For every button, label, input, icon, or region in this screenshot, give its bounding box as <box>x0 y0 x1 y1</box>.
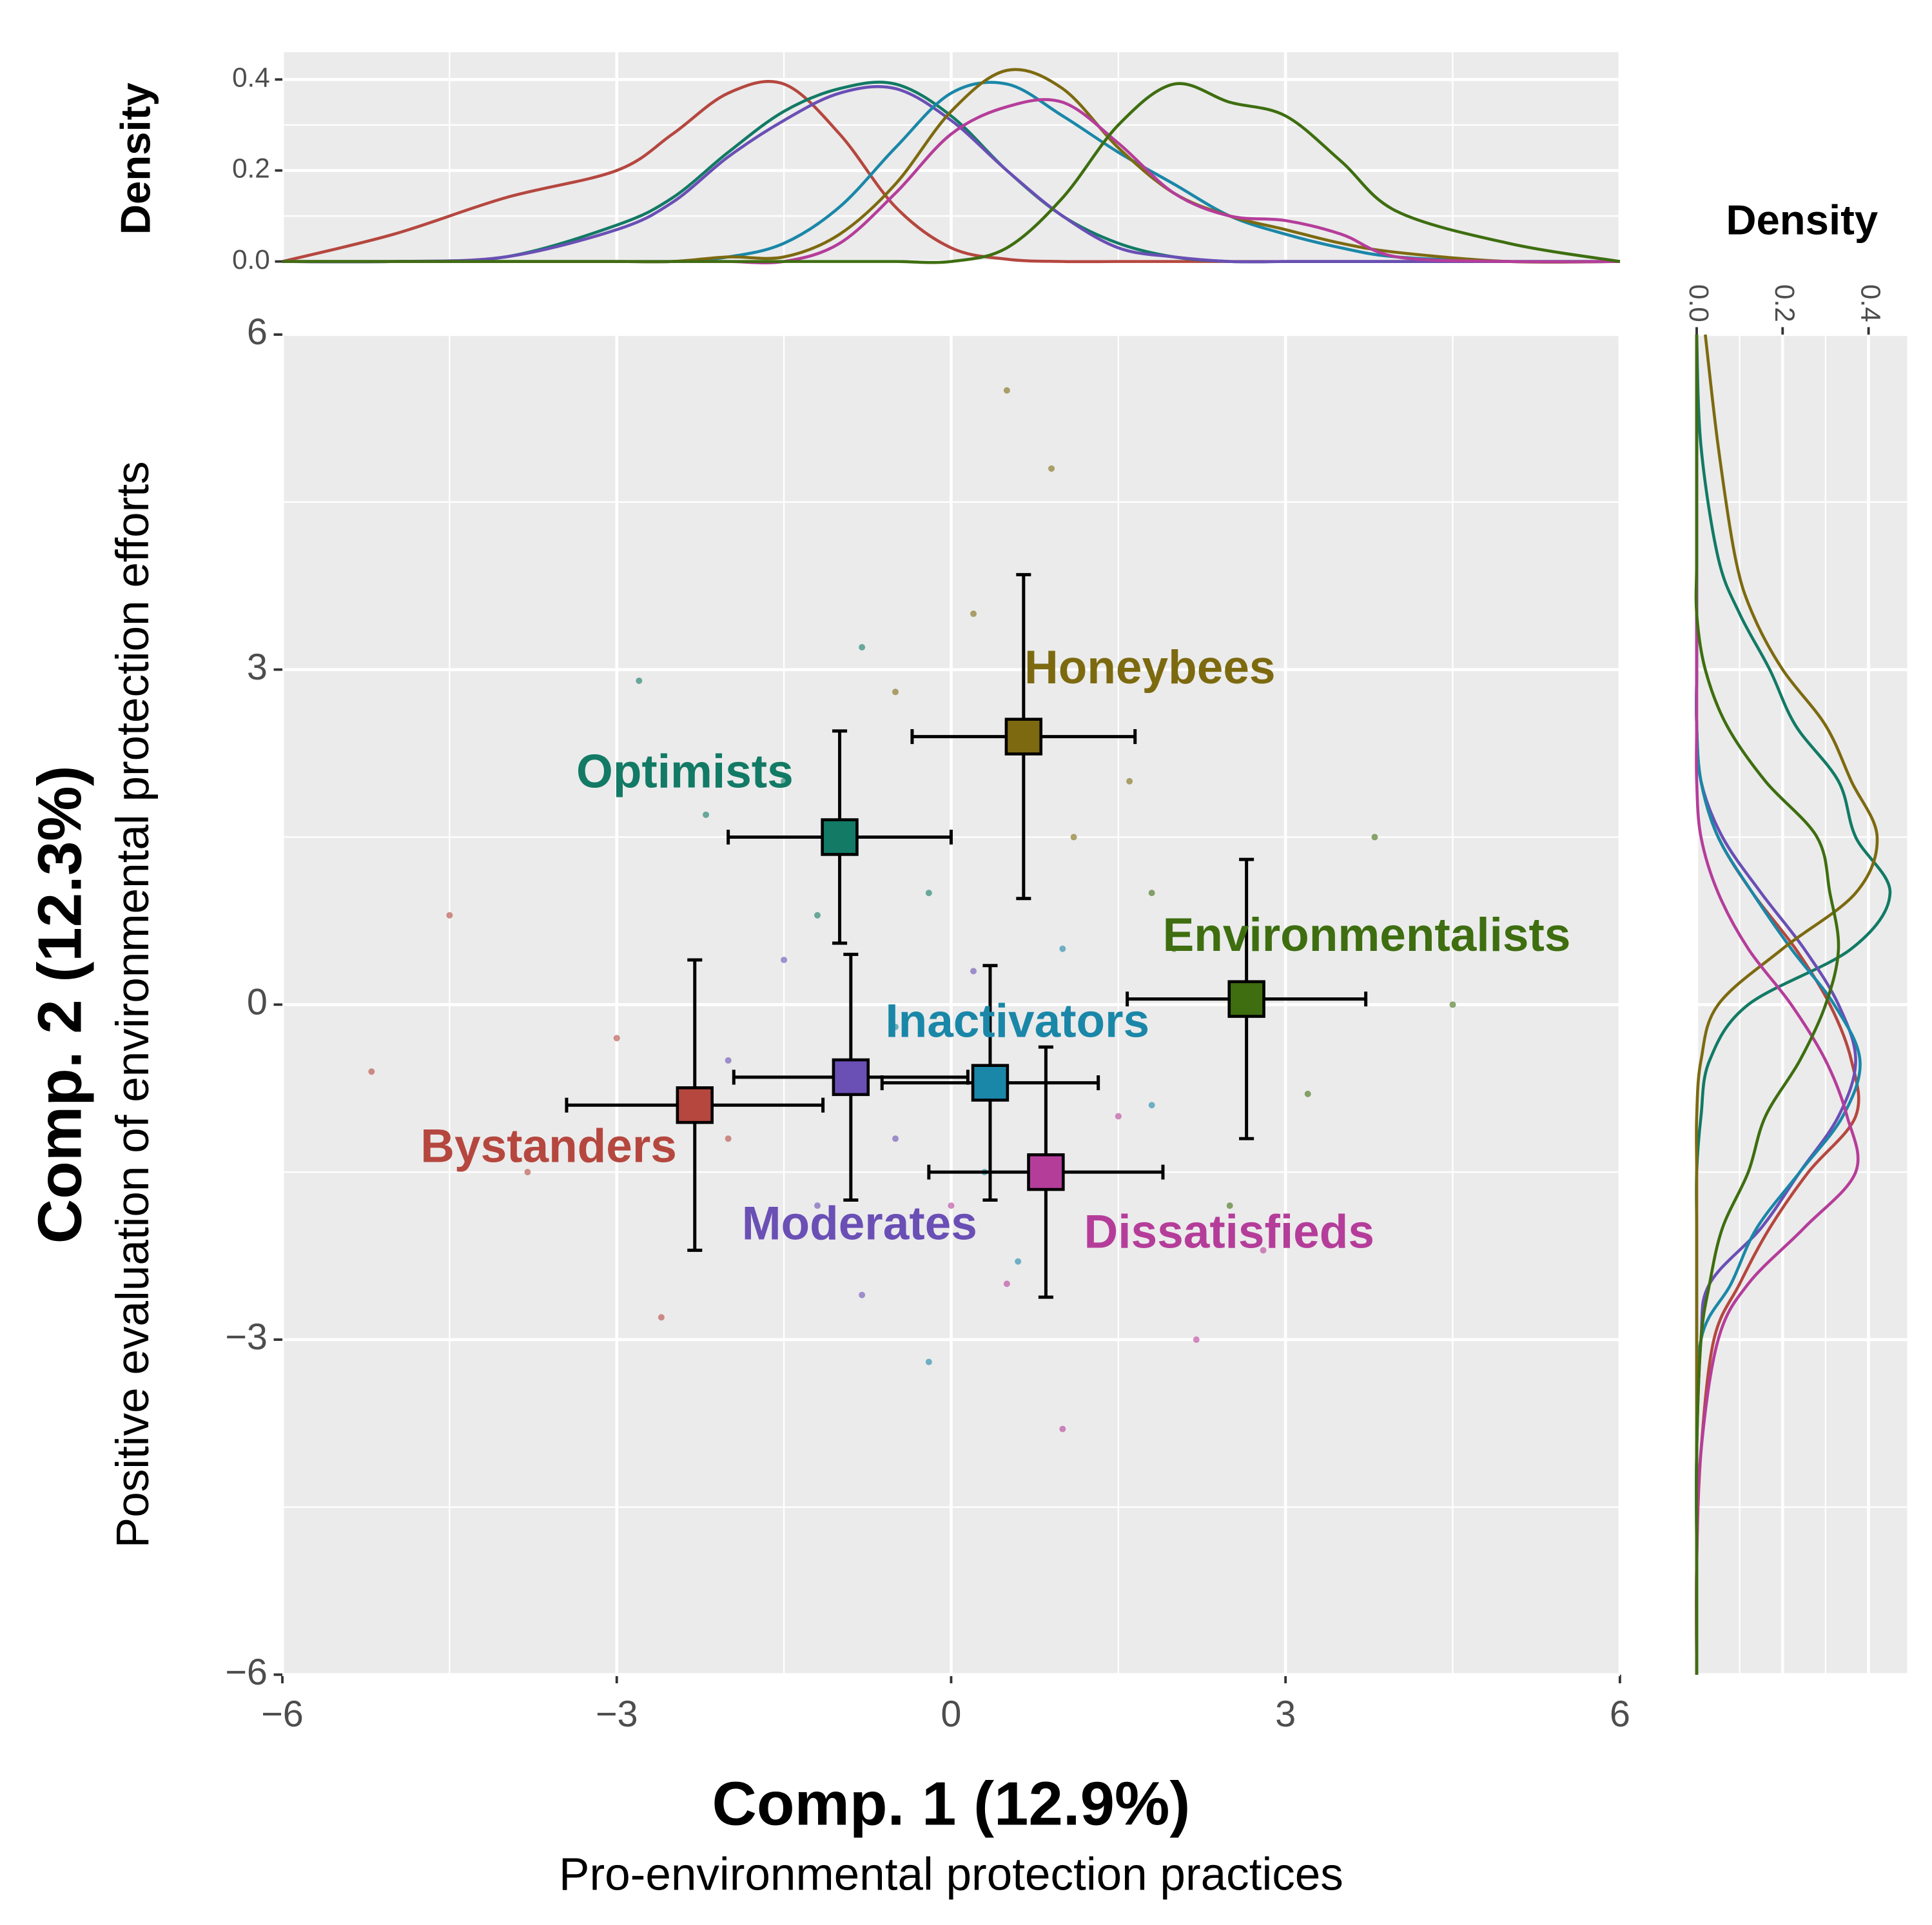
point <box>892 1135 899 1142</box>
point <box>1449 1001 1456 1008</box>
point <box>1003 387 1010 394</box>
series-label: Environmentalists <box>1163 909 1571 961</box>
mean-marker <box>676 1086 714 1124</box>
point <box>781 777 788 785</box>
point <box>658 1314 665 1321</box>
point <box>368 1068 375 1075</box>
x-axis-subtitle: Pro-environmental protection practices <box>559 1850 1343 1901</box>
point <box>446 912 453 919</box>
series-label: Optimists <box>576 746 794 798</box>
mean-marker <box>832 1058 870 1097</box>
x-tick-label: −3 <box>596 1694 638 1735</box>
point <box>1148 1102 1155 1109</box>
point <box>925 890 932 897</box>
point <box>1048 465 1055 472</box>
y-tick-label: 0.2 <box>232 153 270 184</box>
point <box>1304 1090 1311 1097</box>
y-tick-label: −3 <box>225 1316 268 1358</box>
series-label: Moderates <box>742 1198 977 1250</box>
point <box>1115 1113 1122 1120</box>
x-tick-label: 0.4 <box>1855 284 1886 322</box>
point <box>524 1169 531 1176</box>
density-curve <box>1695 334 1879 1675</box>
y-tick-label: 0 <box>247 982 268 1023</box>
point <box>892 1023 899 1030</box>
point <box>948 1202 955 1209</box>
density-curve <box>282 82 1621 264</box>
y-tick-label: 0.4 <box>232 62 270 92</box>
density-curve <box>1694 334 1840 1675</box>
right-density-label: Density <box>1726 196 1878 243</box>
point <box>1070 834 1077 841</box>
series-label: Honeybees <box>1024 641 1276 694</box>
point <box>1226 1202 1233 1209</box>
x-tick-label: −6 <box>261 1694 304 1735</box>
mean-marker <box>1027 1153 1065 1191</box>
point <box>1171 945 1178 952</box>
y-axis-title: Comp. 2 (12.3%) <box>25 765 94 1244</box>
x-tick-label: 0.0 <box>1684 284 1714 322</box>
point <box>1126 777 1133 785</box>
density-curve <box>282 84 1620 264</box>
point <box>859 1291 866 1298</box>
y-tick-label: 6 <box>247 311 268 353</box>
x-tick-label: 0 <box>941 1694 961 1735</box>
point <box>814 1202 821 1209</box>
series-label: Bystanders <box>420 1120 677 1173</box>
point <box>1059 1425 1066 1432</box>
point <box>859 644 866 650</box>
point <box>1371 834 1378 841</box>
mean-marker <box>971 1064 1010 1102</box>
x-tick-label: 3 <box>1275 1694 1296 1735</box>
point <box>814 912 821 919</box>
x-axis-title: Comp. 1 (12.9%) <box>712 1770 1191 1839</box>
point <box>781 957 788 964</box>
y-tick-label: 0.0 <box>232 244 270 275</box>
mean-marker <box>1004 718 1043 756</box>
point <box>1148 890 1155 897</box>
point <box>892 689 899 696</box>
x-tick-label: 6 <box>1610 1694 1630 1735</box>
x-tick-label: 0.2 <box>1770 284 1800 322</box>
point <box>1059 945 1066 952</box>
point <box>725 1057 732 1064</box>
point <box>1260 1247 1267 1254</box>
point <box>636 677 643 684</box>
y-axis-subtitle: Positive evaluation of environmental pro… <box>108 461 159 1548</box>
top-density-label: Density <box>112 83 159 235</box>
series-label: Dissatisfieds <box>1084 1206 1374 1258</box>
y-tick-label: −6 <box>225 1652 268 1693</box>
mean-marker <box>1227 980 1265 1018</box>
y-tick-label: 3 <box>247 647 268 688</box>
point <box>703 811 710 818</box>
point <box>970 611 977 618</box>
point <box>725 1135 732 1142</box>
point <box>970 968 977 975</box>
point <box>925 1358 932 1365</box>
series-label: Inactivators <box>885 995 1149 1048</box>
point <box>613 1035 620 1042</box>
point <box>1015 1258 1022 1265</box>
mean-marker <box>821 818 859 856</box>
point <box>1003 1280 1010 1287</box>
point <box>1193 1336 1200 1343</box>
